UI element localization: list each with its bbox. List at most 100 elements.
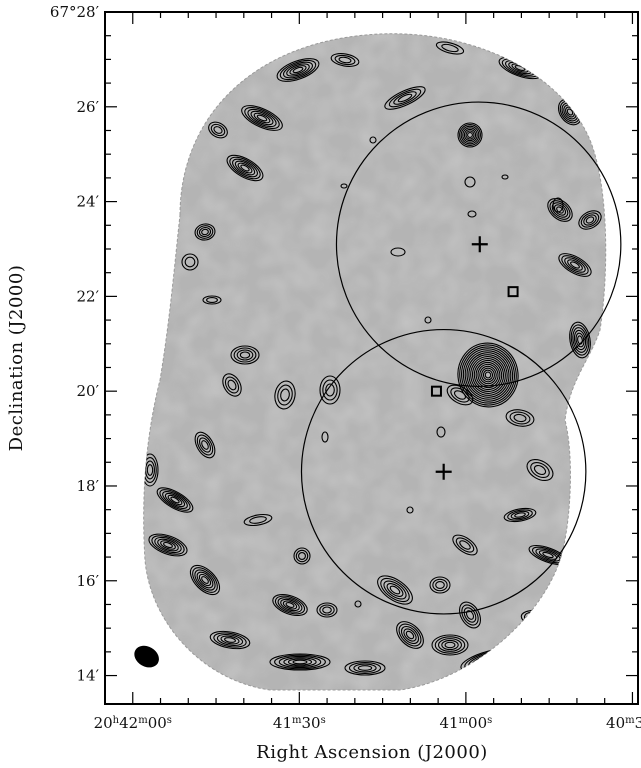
contour-line: [243, 513, 273, 527]
contour-line: [501, 174, 509, 180]
contour-line: [467, 210, 477, 218]
contour-line: [398, 623, 422, 647]
contour-line: [198, 226, 212, 238]
contour-line: [396, 621, 424, 649]
contour-line: [226, 154, 264, 182]
contour-line: [256, 114, 268, 122]
contour-line: [213, 126, 223, 134]
contour-line: [547, 198, 573, 222]
contour-line: [471, 357, 505, 393]
x-tick-label: 40m30s: [606, 714, 641, 732]
contour-line: [467, 132, 473, 138]
contour-line: [549, 200, 571, 220]
contour-line: [321, 431, 329, 443]
contour-line: [145, 460, 155, 480]
contour-line: [229, 156, 261, 180]
contour-line: [154, 536, 182, 554]
contour-line: [460, 125, 480, 145]
contour-line: [566, 108, 574, 116]
y-tick-label: 22′: [77, 287, 100, 305]
contour-line: [208, 121, 228, 139]
contour-line: [206, 297, 218, 303]
contour-line: [380, 577, 410, 603]
contour-line: [298, 552, 306, 560]
contour-line: [482, 369, 494, 381]
contour-line: [479, 365, 497, 385]
pointing-cross-marker: [471, 236, 488, 253]
contour-line: [509, 411, 531, 425]
contour-line: [386, 583, 404, 597]
contour-line: [461, 346, 515, 404]
contour-line: [353, 663, 377, 673]
contour-line: [390, 247, 406, 257]
contour-line: [216, 633, 244, 647]
contour-line: [558, 253, 592, 277]
contour-line: [461, 604, 479, 626]
contour-line: [170, 496, 180, 504]
contour-line: [459, 124, 481, 146]
contour-line: [463, 128, 477, 142]
contour-line: [459, 344, 517, 406]
contour-line: [542, 551, 554, 559]
contour-line: [580, 212, 600, 228]
contour-line: [198, 573, 212, 587]
contour-line: [319, 375, 341, 405]
contour-line: [240, 164, 250, 172]
contour-line: [510, 510, 530, 520]
contour-line: [232, 158, 258, 178]
contour-line: [276, 58, 320, 82]
y-tick-label: 20′: [77, 382, 100, 400]
contour-line: [503, 507, 537, 523]
axis-tick-labels: 20h42m00s 41m30s 41m00s 40m30s 67°28′ 26′ 24′ 2…: [50, 3, 641, 732]
contour-line: [209, 630, 251, 650]
contour-line: [201, 440, 209, 450]
contour-line: [278, 655, 322, 669]
source-square-marker: [430, 385, 442, 397]
field-of-view-circle: [300, 328, 587, 615]
axis-ticks: [104, 11, 638, 704]
contour-line: [198, 437, 212, 453]
contour-line: [274, 380, 296, 410]
contour-line: [156, 487, 194, 513]
contour-line: [470, 356, 506, 394]
contour-line: [280, 388, 290, 402]
contour-line: [388, 88, 422, 108]
contour-line: [283, 657, 317, 667]
contour-line: [146, 464, 154, 476]
contour-line: [239, 351, 251, 359]
contour-line: [570, 261, 580, 269]
contour-line: [194, 431, 216, 459]
contour-line: [453, 390, 467, 400]
contour-line: [236, 349, 254, 361]
contour-line: [247, 108, 277, 128]
contour-line: [455, 537, 475, 553]
contour-line: [572, 327, 588, 353]
contour-line: [224, 637, 236, 643]
contour-line: [194, 223, 216, 241]
contour-line: [274, 654, 326, 670]
y-tick-label: 24′: [77, 193, 100, 211]
beam-ellipse: [134, 645, 159, 668]
contour-line: [405, 630, 415, 640]
contour-line: [159, 489, 191, 511]
contour-line: [564, 257, 586, 273]
contour-line: [462, 348, 514, 402]
contour-line: [403, 628, 417, 642]
contour-line: [334, 54, 356, 66]
contour-line: [237, 162, 253, 174]
contour-line: [233, 347, 257, 363]
contour-line: [468, 354, 508, 396]
contour-line: [465, 130, 475, 140]
contour-line: [475, 361, 501, 389]
contour-line: [280, 598, 300, 612]
contour-line: [561, 255, 589, 275]
contour-line: [164, 492, 186, 508]
contour-line: [249, 516, 267, 524]
contour-line: [244, 106, 280, 130]
contour-line: [400, 625, 420, 645]
contour-line: [250, 110, 274, 126]
contour-line: [338, 56, 352, 64]
contour-line: [434, 636, 466, 654]
contour-line: [253, 112, 271, 124]
contour-line: [210, 123, 226, 137]
